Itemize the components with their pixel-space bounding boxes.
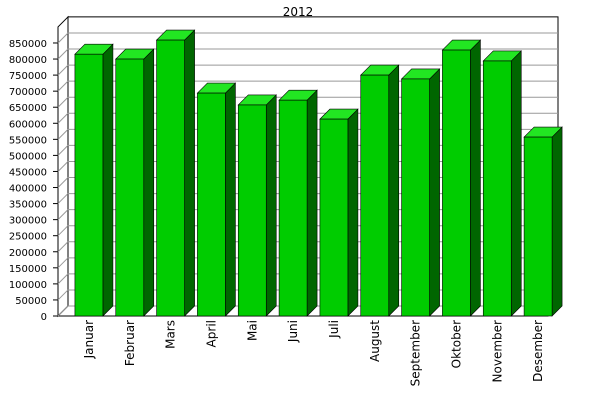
x-tick-label: Oktober (449, 320, 463, 368)
x-tick-label: August (368, 320, 382, 362)
bar (74, 53, 104, 317)
bar (401, 78, 430, 317)
grid-line (57, 257, 69, 269)
grid-line (57, 64, 69, 76)
grid-line (57, 145, 69, 156)
y-tick-label: 50000 (15, 296, 47, 307)
y-tick-label: 400000 (9, 184, 47, 195)
y-tick-label: 250000 (9, 232, 47, 243)
x-tick-label: Desember (531, 320, 545, 382)
grid-line (57, 161, 69, 172)
bar-side (265, 94, 277, 317)
x-tick-label: Februar (123, 320, 137, 366)
x-tick-label: November (490, 320, 504, 382)
bar-side (225, 82, 236, 317)
bar-side (102, 43, 114, 317)
y-tick-label: 350000 (9, 200, 47, 211)
grid-line (57, 289, 69, 301)
y-tick-label: 650000 (9, 103, 47, 114)
y-tick-label: 550000 (9, 135, 47, 146)
bar-side (551, 126, 563, 317)
bar (360, 74, 390, 317)
grid-line (57, 209, 69, 220)
bar (197, 92, 226, 317)
bar-side (429, 68, 440, 317)
y-tick-label: 100000 (9, 280, 47, 291)
y-tick-label: 700000 (9, 87, 47, 98)
chart-title: 2012 (283, 5, 314, 19)
grid-line (57, 96, 69, 108)
y-tick-label: 300000 (9, 216, 47, 227)
x-tick-label: Mai (245, 320, 259, 341)
grid-line (57, 225, 69, 237)
grid-line (57, 112, 69, 124)
bar (237, 104, 267, 317)
y-tick-label: 0 (41, 312, 47, 323)
y-tick-label: 500000 (9, 151, 47, 162)
bar-side (388, 64, 400, 317)
x-tick-label: September (409, 320, 423, 386)
bar (442, 49, 471, 317)
bar-side (184, 29, 195, 317)
grid-line (57, 241, 69, 253)
grid-line (57, 193, 69, 204)
bar-side (510, 50, 522, 317)
bar-side (470, 39, 481, 317)
bar (278, 99, 308, 317)
y-tick-label: 850000 (9, 39, 47, 50)
x-tick-label: Juni (286, 320, 300, 343)
x-tick-label: Juli (327, 320, 341, 339)
grid-line (57, 80, 69, 92)
bar (115, 58, 145, 317)
y-tick-label: 800000 (9, 55, 47, 66)
y-tick-label: 750000 (9, 71, 47, 82)
bar (482, 60, 512, 317)
grid-line (57, 128, 69, 140)
grid-line (57, 305, 69, 317)
grid-line (57, 177, 69, 188)
grid-line (57, 32, 69, 44)
y-tick-label: 450000 (9, 167, 47, 178)
bar (523, 136, 553, 317)
x-tick-label: Januar (82, 320, 96, 359)
bar-side (347, 108, 359, 317)
x-tick-label: Mars (164, 320, 178, 349)
y-tick-label: 150000 (9, 264, 47, 275)
bar-side (143, 48, 155, 317)
bar (319, 118, 349, 317)
y-tick-label: 200000 (9, 248, 47, 259)
bar-side (306, 89, 318, 317)
bar (156, 39, 185, 317)
grid-line (57, 48, 69, 60)
grid-line (57, 273, 69, 285)
y-tick-label: 600000 (9, 119, 47, 130)
x-tick-label: April (204, 320, 218, 347)
